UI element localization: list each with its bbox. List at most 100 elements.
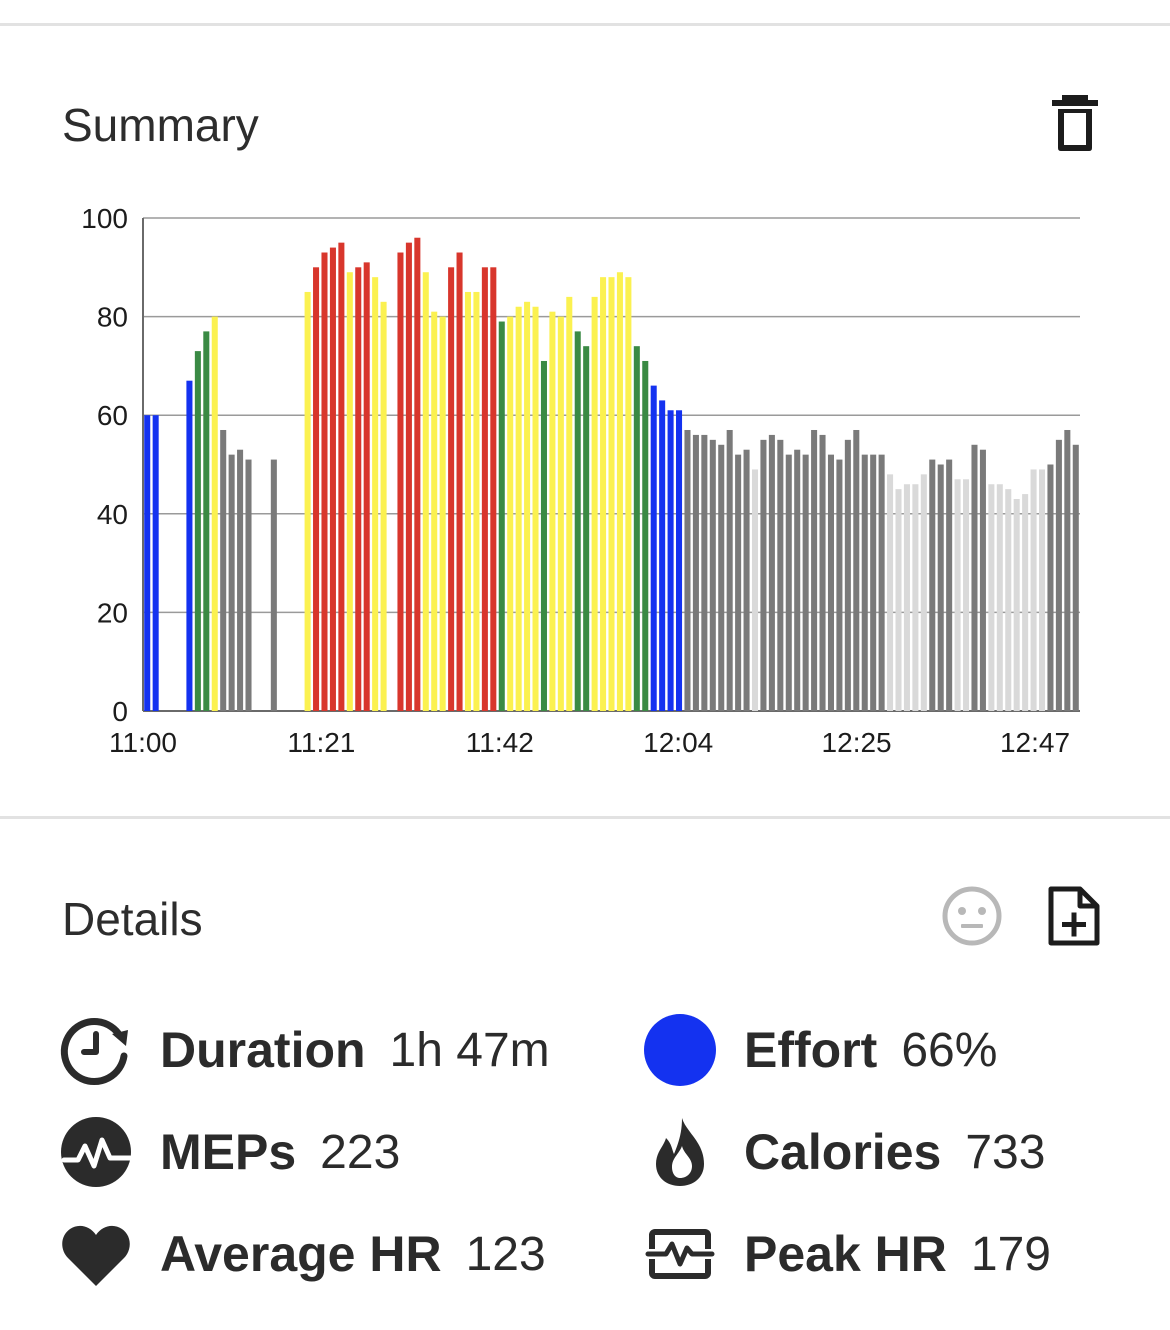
bar [211, 316, 218, 711]
bar [1013, 499, 1020, 711]
flame-icon [642, 1114, 718, 1190]
bar [853, 429, 860, 711]
bar [785, 454, 792, 711]
bar [811, 429, 818, 711]
top-divider [0, 23, 1170, 26]
bar [515, 306, 522, 711]
bar [355, 267, 362, 711]
stat-average-hr: Average HR 123 [58, 1214, 546, 1294]
neutral-face-icon[interactable] [940, 884, 1004, 948]
bar [760, 439, 767, 711]
peak-hr-label: Peak HR [744, 1226, 947, 1282]
bar [616, 272, 623, 711]
bar [971, 444, 978, 711]
x-tick-label: 12:04 [643, 727, 713, 758]
x-tick-label: 12:47 [1000, 727, 1070, 758]
bar [650, 385, 657, 711]
bar [549, 311, 556, 711]
effort-dot-icon [642, 1012, 718, 1088]
bar [338, 242, 345, 711]
add-document-icon[interactable] [1046, 884, 1102, 948]
bar [431, 311, 438, 711]
bar [988, 484, 995, 711]
bar [532, 306, 539, 711]
bar [600, 277, 607, 711]
bar [228, 454, 235, 711]
bar [751, 469, 759, 711]
bar [566, 296, 573, 711]
stat-calories: Calories 733 [642, 1112, 1045, 1192]
bar [557, 316, 564, 711]
bar [498, 321, 505, 711]
details-title: Details [62, 893, 203, 945]
bar [827, 454, 834, 711]
bar [304, 291, 311, 711]
bar [245, 459, 252, 711]
y-tick-label: 80 [97, 302, 128, 333]
bar [701, 434, 708, 711]
bar [667, 410, 674, 711]
stat-peak-hr: Peak HR 179 [642, 1214, 1051, 1294]
bar [540, 360, 547, 711]
bar [692, 434, 699, 711]
bar [346, 272, 353, 711]
bar [608, 277, 615, 711]
bar [878, 454, 885, 711]
y-tick-label: 20 [97, 597, 128, 628]
calories-value: 733 [965, 1125, 1046, 1179]
bar [448, 267, 455, 711]
bar [625, 277, 632, 711]
bar [768, 434, 775, 711]
bar [422, 272, 429, 711]
bar [1072, 444, 1079, 711]
heart-rate-zone-chart: 0 20 40 60 80 100 11:00 11:21 11:42 12:04 12:25 12:… [81, 203, 1080, 758]
bar [329, 247, 336, 711]
bar [819, 434, 826, 711]
bar [861, 454, 868, 711]
bar [794, 449, 801, 711]
duration-label: Duration [160, 1022, 366, 1078]
bar [802, 454, 809, 711]
bar [726, 429, 733, 711]
bar [963, 479, 970, 711]
trash-icon[interactable] [1050, 95, 1100, 153]
bar [481, 267, 488, 711]
duration-value: 1h 47m [389, 1023, 550, 1077]
bar [414, 237, 421, 711]
bar [1038, 469, 1046, 711]
effort-label: Effort [744, 1022, 878, 1078]
bar [642, 360, 649, 711]
clock-refresh-icon [58, 1012, 134, 1088]
bar [937, 464, 944, 711]
average-hr-label: Average HR [160, 1226, 442, 1282]
bar [380, 301, 387, 711]
bar [887, 474, 894, 711]
bar [270, 459, 277, 711]
y-tick-label: 0 [112, 696, 128, 727]
bar [237, 449, 244, 711]
bar [186, 380, 193, 711]
bar [439, 316, 446, 711]
calories-label: Calories [744, 1124, 942, 1180]
bar [194, 351, 201, 711]
bar [405, 242, 412, 711]
bar [220, 429, 227, 711]
bar [870, 454, 877, 711]
peak-hr-value: 179 [970, 1227, 1051, 1281]
bar [777, 439, 784, 711]
bar [583, 346, 590, 711]
bar [929, 459, 936, 711]
bar [144, 415, 151, 711]
y-tick-label: 40 [97, 499, 128, 530]
stat-meps: MEPs 223 [58, 1112, 400, 1192]
bar [895, 489, 902, 711]
bar [363, 262, 370, 711]
bar [709, 439, 716, 711]
effort-value: 66% [901, 1023, 998, 1077]
heart-icon [58, 1216, 134, 1292]
bar [1005, 489, 1012, 711]
bar [920, 474, 927, 711]
average-hr-value: 123 [465, 1227, 546, 1281]
x-tick-label: 11:21 [287, 727, 355, 758]
pulse-circle-icon [58, 1114, 134, 1190]
